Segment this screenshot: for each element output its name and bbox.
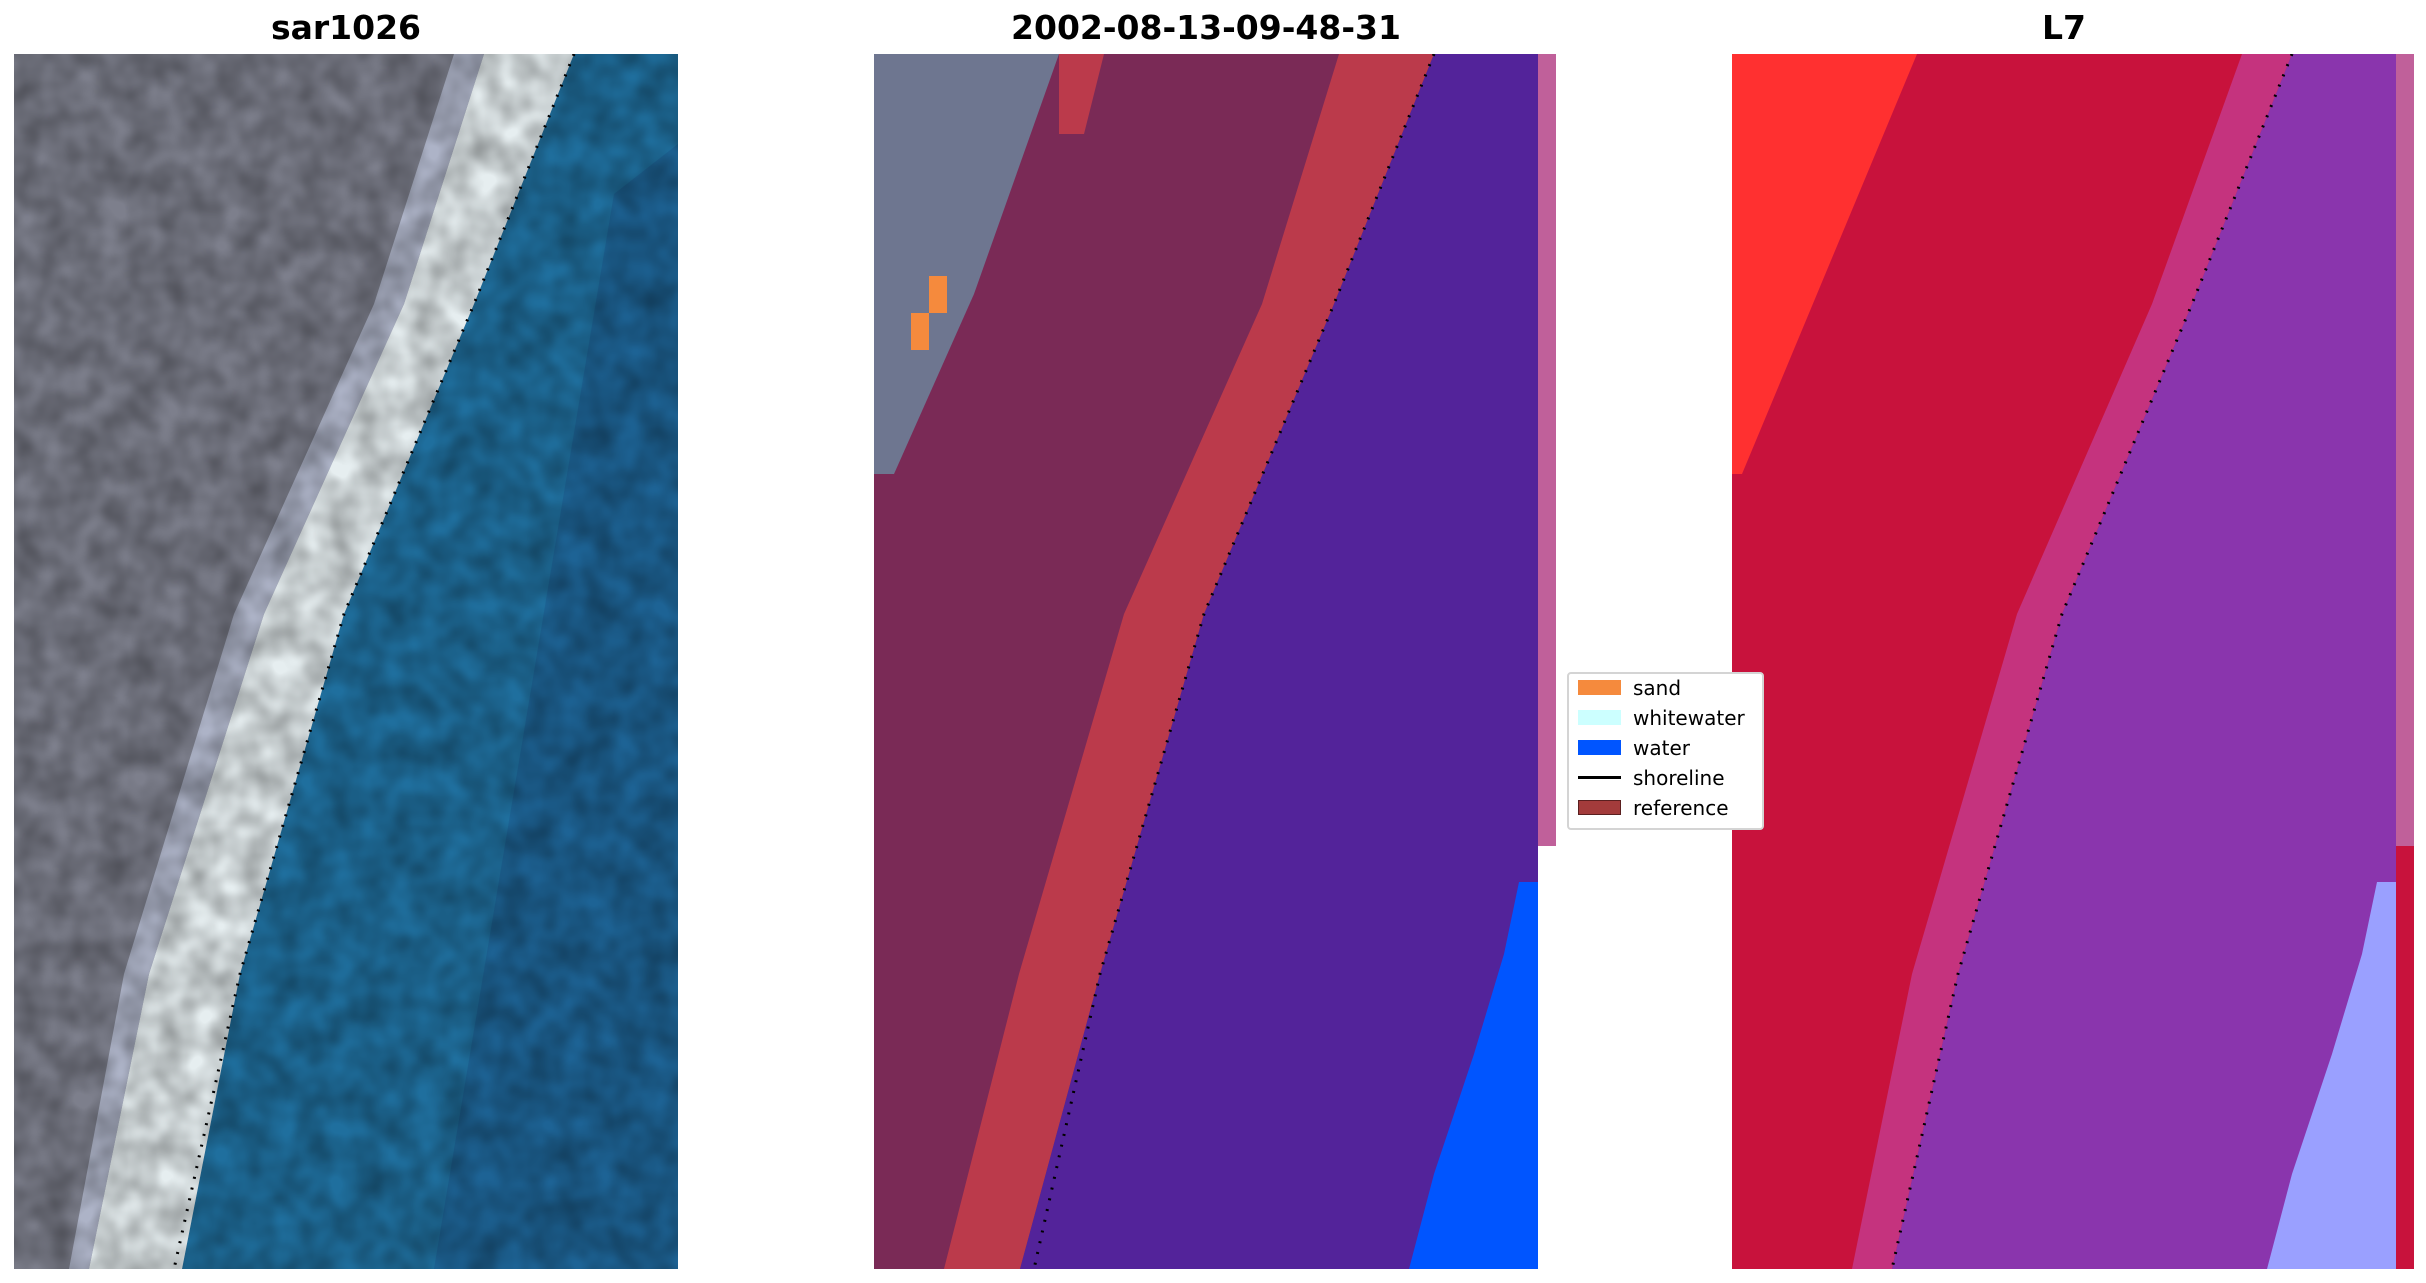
water-class-area (1020, 54, 1538, 1269)
legend-swatch-water (1578, 740, 1621, 755)
transition-band (1852, 54, 2292, 1269)
texture-overlay (14, 54, 678, 1269)
reference-band (1059, 54, 1104, 134)
shoreline-rgb (172, 54, 576, 1269)
sand-class-pixel-2 (911, 313, 929, 350)
legend-label: water (1633, 736, 1690, 760)
urban-area (874, 54, 1059, 474)
legend-label: shoreline (1633, 766, 1725, 790)
legend-label: whitewater (1633, 706, 1745, 730)
reference-band (944, 54, 1434, 1269)
legend-label: sand (1633, 676, 1682, 700)
legend: sand whitewater water shoreline referenc… (1567, 672, 1764, 830)
pink-strip (1538, 54, 1556, 846)
shoreline-index (1890, 54, 2294, 1269)
panel-title-index: L7 (2042, 8, 2086, 47)
pink-strip-index (2396, 54, 2414, 846)
shoreline-classification (1032, 54, 1436, 1269)
water-detected-area (1409, 882, 1538, 1269)
legend-line-shoreline (1578, 776, 1621, 779)
legend-label: reference (1633, 796, 1729, 820)
legend-swatch-whitewater (1578, 710, 1621, 725)
classification-panel (874, 54, 1556, 1269)
legend-swatch-reference (1578, 800, 1621, 815)
water-light-area (2267, 882, 2396, 1269)
bright-land-area (1732, 54, 1917, 474)
panel-title-classification: 2002-08-13-09-48-31 (1011, 8, 1401, 47)
legend-swatch-sand (1578, 680, 1621, 695)
sand-class-pixel (929, 276, 947, 313)
panel-title-rgb: sar1026 (270, 8, 422, 47)
rgb-image-panel (14, 54, 678, 1269)
water-index-area (1892, 54, 2396, 1269)
l7-index-panel (1732, 54, 2414, 1269)
